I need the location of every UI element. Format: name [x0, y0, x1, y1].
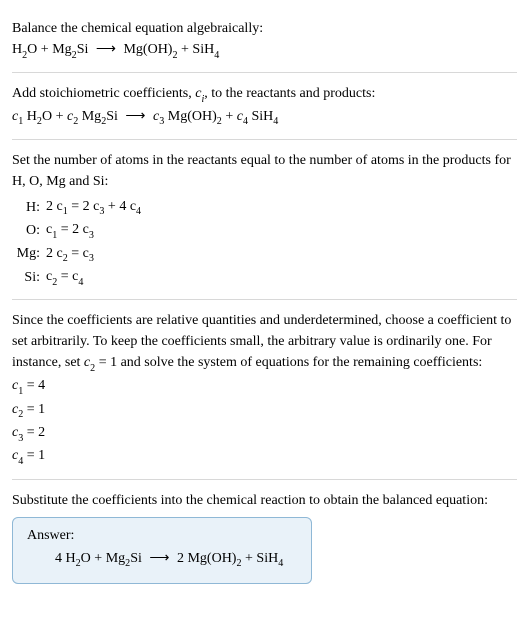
arrow-icon: ⟶	[145, 551, 173, 566]
species-h2o: H2O	[12, 42, 37, 57]
intro-text-5: Substitute the coefficients into the che…	[12, 490, 517, 511]
balance-equation: c1 = 2 c3	[46, 219, 145, 242]
section-intro-2: Add stoichiometric coefficients, ci, to …	[12, 73, 517, 139]
element-label: Mg:	[12, 243, 46, 266]
coeff-c4: c4 = 1	[12, 445, 517, 468]
coeff-c2: c2 = 1	[12, 399, 517, 422]
intro-text-2: Add stoichiometric coefficients, ci, to …	[12, 83, 517, 106]
section-intro-1: Balance the chemical equation algebraica…	[12, 8, 517, 72]
section-atom-balance: Set the number of atoms in the reactants…	[12, 140, 517, 300]
element-label: H:	[12, 196, 46, 219]
element-label: Si:	[12, 266, 46, 289]
answer-box: Answer: 4 H2O + Mg2Si ⟶ 2 Mg(OH)2 + SiH4	[12, 517, 312, 584]
table-row: H: 2 c1 = 2 c3 + 4 c4	[12, 196, 145, 219]
table-row: Si: c2 = c4	[12, 266, 145, 289]
equation-unbalanced: H2O + Mg2Si ⟶ Mg(OH)2 + SiH4	[12, 39, 517, 62]
coefficient-solutions: c1 = 4 c2 = 1 c3 = 2 c4 = 1	[12, 375, 517, 469]
balanced-equation: 4 H2O + Mg2Si ⟶ 2 Mg(OH)2 + SiH4	[27, 550, 297, 569]
intro-text-1: Balance the chemical equation algebraica…	[12, 18, 517, 39]
answer-label: Answer:	[27, 528, 297, 544]
element-label: O:	[12, 219, 46, 242]
intro-text-3: Set the number of atoms in the reactants…	[12, 150, 517, 192]
table-row: Mg: 2 c2 = c3	[12, 243, 145, 266]
balance-equation: c2 = c4	[46, 266, 145, 289]
arrow-icon: ⟶	[92, 42, 120, 57]
table-row: O: c1 = 2 c3	[12, 219, 145, 242]
section-solve: Since the coefficients are relative quan…	[12, 300, 517, 479]
arrow-icon: ⟶	[121, 109, 149, 124]
coeff-c1: c1 = 4	[12, 375, 517, 398]
species-mgoh2: Mg(OH)2	[123, 42, 177, 57]
intro-text-4: Since the coefficients are relative quan…	[12, 310, 517, 375]
equation-with-coeffs: c1 H2O + c2 Mg2Si ⟶ c3 Mg(OH)2 + c4 SiH4	[12, 106, 517, 129]
species-mg2si: Mg2Si	[52, 42, 88, 57]
coeff-c3: c3 = 2	[12, 422, 517, 445]
atom-balance-table: H: 2 c1 = 2 c3 + 4 c4 O: c1 = 2 c3 Mg: 2…	[12, 196, 145, 290]
balance-equation: 2 c2 = c3	[46, 243, 145, 266]
balance-equation: 2 c1 = 2 c3 + 4 c4	[46, 196, 145, 219]
section-substitute: Substitute the coefficients into the che…	[12, 480, 517, 594]
species-sih4: SiH4	[192, 42, 219, 57]
